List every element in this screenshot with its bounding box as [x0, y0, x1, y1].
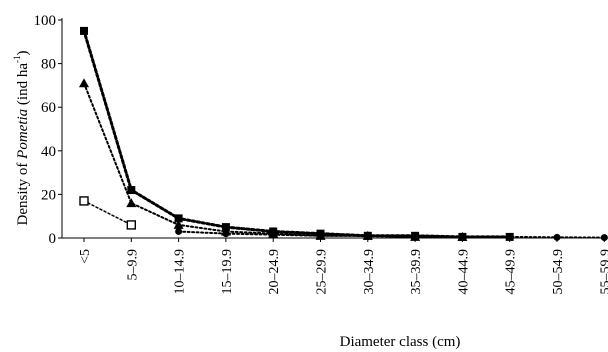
x-tick-label: 35–39.9 — [409, 249, 424, 295]
data-point — [127, 186, 136, 195]
x-tick-label: 30–34.9 — [362, 249, 377, 295]
data-point — [458, 233, 466, 241]
x-tick-labels: <5 5–9.9 10–14.9 15–19.9 20–24.9 25–29.9 30–34… — [78, 238, 608, 295]
series-2 — [79, 78, 468, 241]
x-tick-label: 20–24.9 — [267, 249, 282, 295]
y-axis-title-prefix: Density of — [15, 159, 31, 226]
series-layer — [79, 26, 608, 242]
x-tick-label: 55–59.9 — [598, 249, 608, 295]
y-axis-title-italic: Pometia — [15, 109, 31, 160]
x-tick-label: 45–49.9 — [504, 249, 519, 295]
y-tick-labels: 0 20 40 60 80 100 — [34, 13, 62, 247]
x-tick-label: <5 — [78, 249, 93, 264]
data-point — [411, 233, 419, 241]
y-tick-label: 20 — [41, 187, 56, 203]
data-point — [506, 233, 514, 241]
data-point — [364, 232, 372, 240]
y-axis-title: Density of Pometia (ind ha-1) — [12, 51, 31, 226]
data-point — [126, 220, 137, 230]
y-axis-title-close: ) — [15, 51, 31, 56]
y-axis-title-superscript: -1 — [12, 56, 22, 64]
data-point — [175, 227, 183, 235]
data-point — [174, 214, 183, 223]
y-tick-label: 60 — [41, 100, 56, 116]
y-tick-label: 80 — [41, 57, 56, 73]
x-tick-label: 40–44.9 — [456, 249, 471, 295]
x-tick-label: 25–29.9 — [315, 249, 330, 295]
data-point — [553, 233, 561, 241]
data-point — [269, 231, 277, 239]
series-line — [83, 200, 133, 226]
data-point — [79, 78, 89, 88]
y-axis-title-suffix: (ind ha — [15, 63, 31, 109]
x-tick-label: 50–54.9 — [551, 249, 566, 295]
y-tick-label: 100 — [34, 13, 57, 29]
y-tick-label: 0 — [49, 231, 57, 247]
x-tick-label: 10–14.9 — [173, 249, 188, 295]
data-point — [600, 234, 608, 242]
x-tick-label: 15–19.9 — [220, 249, 235, 295]
series-3 — [79, 196, 137, 230]
y-tick-label: 40 — [41, 144, 56, 160]
series-4 — [175, 227, 608, 242]
plot-area — [61, 18, 608, 239]
data-point — [80, 26, 88, 35]
data-point — [173, 219, 184, 229]
data-point — [126, 198, 137, 208]
series-line — [83, 82, 464, 238]
series-line — [82, 29, 512, 239]
x-axis-title: Diameter class (cm) — [340, 334, 461, 350]
series-line — [177, 230, 606, 239]
data-point — [222, 230, 230, 238]
data-point — [317, 232, 324, 240]
x-tick-label: 5–9.9 — [125, 249, 140, 281]
data-point — [79, 196, 89, 206]
